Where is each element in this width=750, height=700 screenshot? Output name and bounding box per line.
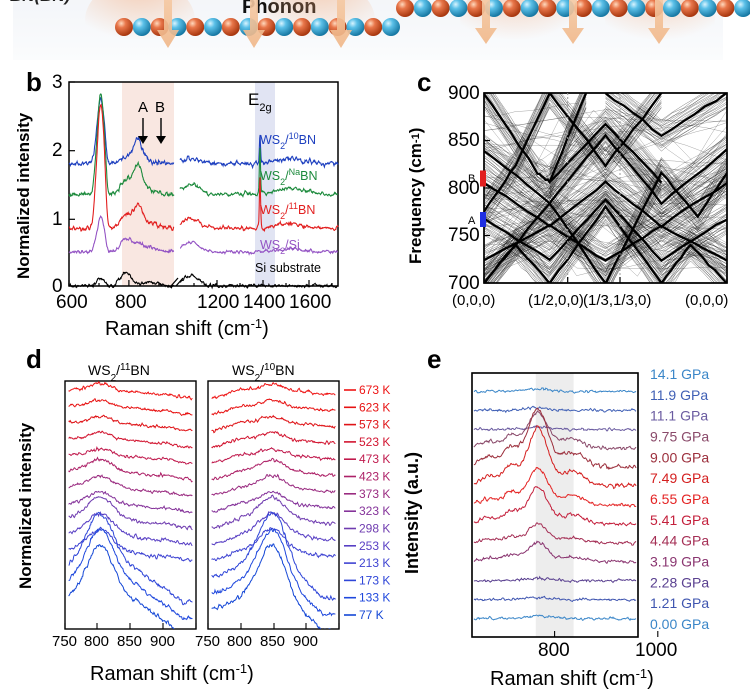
svg-text:600: 600 xyxy=(56,292,88,313)
svg-text:750: 750 xyxy=(52,633,77,650)
svg-text:800: 800 xyxy=(115,292,147,313)
svg-text:750: 750 xyxy=(195,633,220,650)
svg-text:B: B xyxy=(155,99,165,116)
svg-text:2.28 GPa: 2.28 GPa xyxy=(650,574,709,590)
svg-text:900: 900 xyxy=(150,633,175,650)
svg-text:850: 850 xyxy=(448,130,480,151)
svg-text:573 K: 573 K xyxy=(359,418,390,432)
svg-text:WS2/11BN: WS2/11BN xyxy=(88,362,150,384)
svg-text:173 K: 173 K xyxy=(359,573,390,587)
svg-text:Raman shift (cm-1): Raman shift (cm-1) xyxy=(490,666,654,691)
svg-text:3.19 GPa: 3.19 GPa xyxy=(650,554,709,570)
svg-text:5.41 GPa: 5.41 GPa xyxy=(650,512,709,528)
svg-text:473 K: 473 K xyxy=(359,452,390,466)
svg-text:11.9 GPa: 11.9 GPa xyxy=(650,387,708,403)
svg-text:(0,0,0): (0,0,0) xyxy=(452,292,495,309)
svg-text:6.55 GPa: 6.55 GPa xyxy=(650,491,709,507)
svg-text:800: 800 xyxy=(538,640,570,661)
svg-text:9.75 GPa: 9.75 GPa xyxy=(650,429,709,445)
svg-text:11.1 GPa: 11.1 GPa xyxy=(650,408,708,424)
svg-text:323 K: 323 K xyxy=(359,504,390,518)
svg-text:800: 800 xyxy=(448,178,480,199)
svg-text:(1/3,1/3,0): (1/3,1/3,0) xyxy=(583,292,651,309)
svg-text:850: 850 xyxy=(117,633,142,650)
svg-text:523 K: 523 K xyxy=(359,435,390,449)
svg-text:423 K: 423 K xyxy=(359,470,390,484)
svg-text:2: 2 xyxy=(52,140,63,161)
svg-text:1400: 1400 xyxy=(243,292,285,313)
svg-text:3: 3 xyxy=(52,72,63,93)
svg-text:WS2/10BN: WS2/10BN xyxy=(232,362,295,384)
svg-text:253 K: 253 K xyxy=(359,539,390,553)
svg-text:800: 800 xyxy=(84,633,109,650)
svg-text:14.1 GPa: 14.1 GPa xyxy=(650,366,709,382)
svg-text:673 K: 673 K xyxy=(359,383,390,397)
svg-text:800: 800 xyxy=(227,633,252,650)
svg-text:900: 900 xyxy=(448,83,480,104)
svg-text:298 K: 298 K xyxy=(359,522,390,536)
svg-text:1200: 1200 xyxy=(197,292,239,313)
svg-text:0.00 GPa: 0.00 GPa xyxy=(650,616,709,632)
svg-text:Raman shift (cm-1): Raman shift (cm-1) xyxy=(105,316,269,341)
svg-text:77 K: 77 K xyxy=(359,608,384,622)
svg-text:133 K: 133 K xyxy=(359,591,390,605)
svg-text:(1/2,0,0): (1/2,0,0) xyxy=(528,292,584,309)
svg-text:9.00 GPa: 9.00 GPa xyxy=(650,449,709,465)
svg-text:850: 850 xyxy=(260,633,285,650)
svg-text:1000: 1000 xyxy=(635,640,677,661)
svg-text:623 K: 623 K xyxy=(359,400,390,414)
svg-text:373 K: 373 K xyxy=(359,487,390,501)
svg-text:Si substrate: Si substrate xyxy=(255,261,321,275)
svg-text:700: 700 xyxy=(448,273,480,294)
svg-text:7.49 GPa: 7.49 GPa xyxy=(650,470,709,486)
svg-text:(0,0,0): (0,0,0) xyxy=(685,292,728,309)
svg-text:Raman shift (cm-1): Raman shift (cm-1) xyxy=(90,661,254,686)
svg-text:213 K: 213 K xyxy=(359,556,390,570)
svg-text:4.44 GPa: 4.44 GPa xyxy=(650,533,709,549)
svg-text:1.21 GPa: 1.21 GPa xyxy=(650,595,709,611)
svg-text:1600: 1600 xyxy=(289,292,331,313)
svg-text:900: 900 xyxy=(293,633,318,650)
svg-text:750: 750 xyxy=(448,225,480,246)
svg-text:A: A xyxy=(138,99,148,116)
svg-text:1: 1 xyxy=(52,209,63,230)
